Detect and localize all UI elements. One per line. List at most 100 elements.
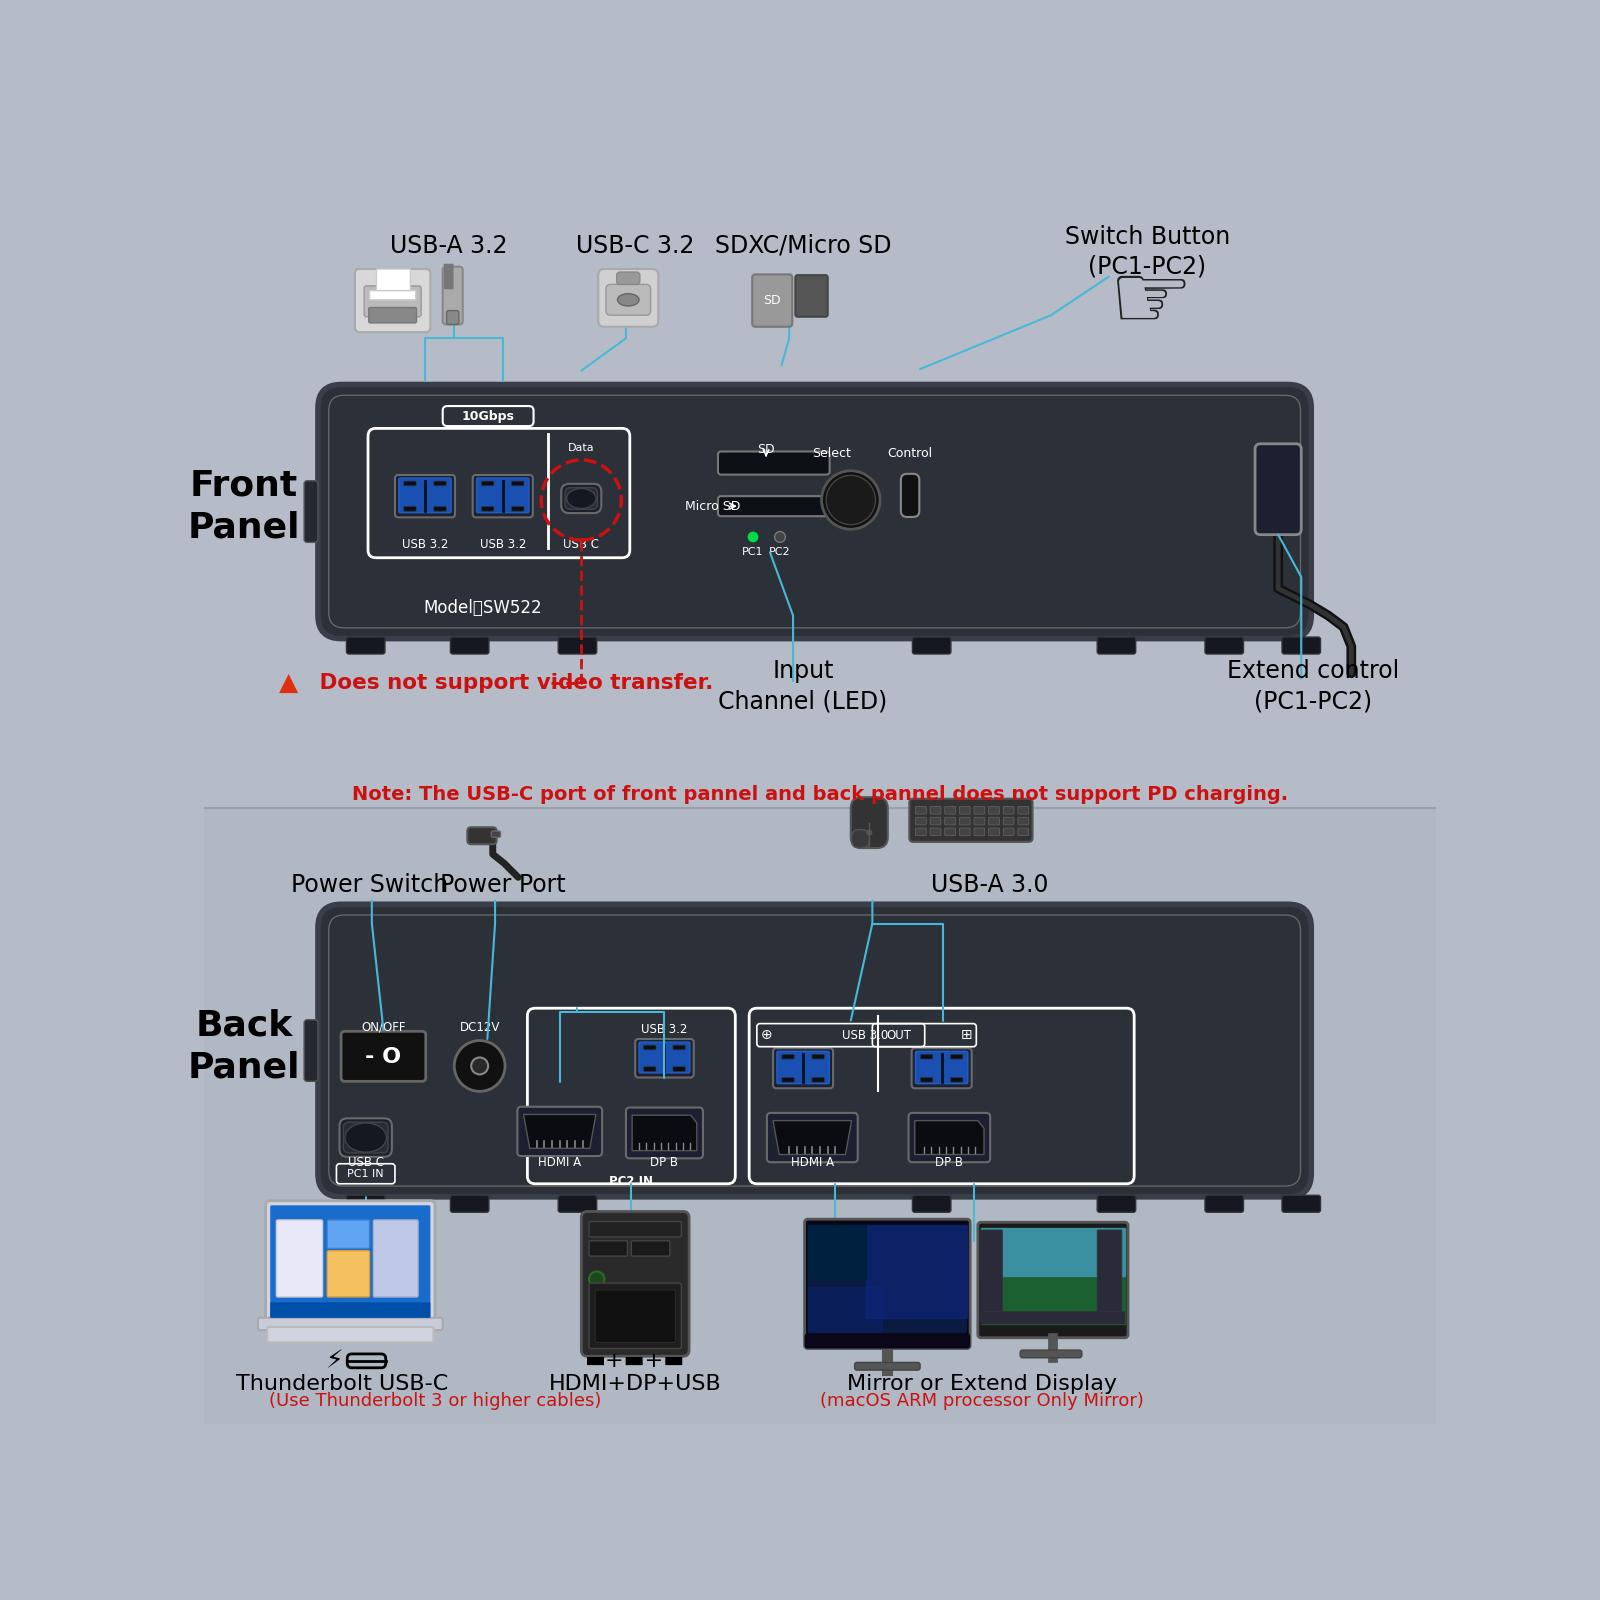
FancyBboxPatch shape: [267, 1326, 434, 1342]
FancyBboxPatch shape: [277, 1219, 323, 1298]
Ellipse shape: [346, 1123, 387, 1152]
FancyBboxPatch shape: [989, 818, 1000, 826]
FancyBboxPatch shape: [960, 829, 970, 835]
Circle shape: [454, 1040, 506, 1091]
FancyBboxPatch shape: [304, 480, 318, 542]
FancyBboxPatch shape: [1018, 829, 1029, 835]
FancyBboxPatch shape: [398, 478, 451, 512]
FancyBboxPatch shape: [920, 1054, 933, 1059]
FancyBboxPatch shape: [766, 1114, 858, 1162]
Polygon shape: [773, 1120, 851, 1155]
FancyBboxPatch shape: [909, 1114, 990, 1162]
FancyBboxPatch shape: [589, 1221, 682, 1237]
FancyBboxPatch shape: [635, 1038, 694, 1077]
FancyBboxPatch shape: [477, 478, 530, 512]
Text: Back
Panel: Back Panel: [187, 1008, 301, 1085]
FancyBboxPatch shape: [912, 1048, 971, 1088]
FancyBboxPatch shape: [373, 1219, 418, 1298]
FancyBboxPatch shape: [589, 1283, 682, 1349]
FancyBboxPatch shape: [944, 818, 955, 826]
FancyBboxPatch shape: [270, 1302, 430, 1318]
Text: Control: Control: [888, 448, 933, 461]
Text: Data: Data: [568, 443, 595, 453]
Text: DP B: DP B: [936, 1155, 963, 1168]
FancyBboxPatch shape: [1018, 818, 1029, 826]
Text: - O: - O: [365, 1048, 402, 1067]
FancyBboxPatch shape: [782, 1054, 794, 1059]
FancyBboxPatch shape: [443, 406, 533, 426]
Ellipse shape: [618, 294, 638, 306]
FancyBboxPatch shape: [581, 1211, 690, 1357]
FancyBboxPatch shape: [266, 1200, 435, 1322]
FancyBboxPatch shape: [854, 1363, 920, 1370]
FancyBboxPatch shape: [778, 1051, 829, 1083]
FancyBboxPatch shape: [851, 829, 869, 848]
FancyBboxPatch shape: [1098, 1195, 1136, 1213]
FancyBboxPatch shape: [960, 806, 970, 814]
FancyBboxPatch shape: [643, 1045, 656, 1050]
FancyBboxPatch shape: [773, 1048, 834, 1088]
FancyBboxPatch shape: [795, 275, 827, 317]
FancyBboxPatch shape: [632, 1240, 670, 1256]
FancyBboxPatch shape: [643, 1067, 656, 1072]
Polygon shape: [915, 1120, 984, 1155]
FancyBboxPatch shape: [1003, 806, 1014, 814]
Circle shape: [866, 829, 872, 835]
Text: ON/OFF: ON/OFF: [362, 1021, 406, 1034]
Text: Mirror or Extend Display: Mirror or Extend Display: [846, 1374, 1117, 1394]
FancyBboxPatch shape: [365, 286, 421, 317]
Text: Power Port: Power Port: [440, 874, 566, 898]
FancyBboxPatch shape: [326, 1251, 370, 1298]
FancyBboxPatch shape: [974, 829, 984, 835]
FancyBboxPatch shape: [782, 1077, 794, 1082]
Text: SDXC/Micro SD: SDXC/Micro SD: [715, 234, 891, 258]
FancyBboxPatch shape: [341, 1032, 426, 1082]
FancyBboxPatch shape: [403, 482, 416, 486]
FancyBboxPatch shape: [950, 1054, 963, 1059]
FancyBboxPatch shape: [517, 1107, 602, 1157]
FancyBboxPatch shape: [344, 1122, 389, 1154]
Bar: [205, 192, 1437, 808]
Text: USB-A 3.0: USB-A 3.0: [931, 874, 1048, 898]
Text: ⊕: ⊕: [760, 1029, 771, 1042]
FancyBboxPatch shape: [355, 269, 430, 333]
Text: ⚡: ⚡: [326, 1349, 344, 1373]
Text: SD: SD: [763, 294, 781, 307]
FancyBboxPatch shape: [347, 637, 386, 654]
FancyBboxPatch shape: [512, 482, 523, 486]
Text: ▲: ▲: [278, 672, 298, 696]
Circle shape: [747, 531, 758, 542]
FancyBboxPatch shape: [1021, 1350, 1082, 1358]
FancyBboxPatch shape: [370, 291, 416, 299]
FancyBboxPatch shape: [616, 272, 640, 285]
FancyBboxPatch shape: [446, 310, 459, 325]
Text: USB C: USB C: [347, 1155, 384, 1168]
FancyBboxPatch shape: [1098, 1230, 1122, 1322]
FancyBboxPatch shape: [989, 829, 1000, 835]
Text: USB-A 3.2: USB-A 3.2: [390, 234, 507, 258]
FancyBboxPatch shape: [718, 451, 830, 475]
FancyBboxPatch shape: [1205, 1195, 1243, 1213]
Text: Thunderbolt USB-C: Thunderbolt USB-C: [237, 1374, 448, 1394]
Text: 10Gbps: 10Gbps: [462, 410, 515, 422]
FancyBboxPatch shape: [915, 829, 926, 835]
FancyBboxPatch shape: [304, 1019, 318, 1082]
FancyBboxPatch shape: [318, 384, 1312, 638]
Text: Front
Panel: Front Panel: [187, 469, 301, 544]
Circle shape: [821, 470, 880, 530]
FancyBboxPatch shape: [403, 507, 416, 510]
FancyBboxPatch shape: [270, 1205, 430, 1318]
FancyBboxPatch shape: [434, 507, 446, 510]
FancyBboxPatch shape: [491, 830, 501, 837]
FancyBboxPatch shape: [912, 637, 950, 654]
FancyBboxPatch shape: [978, 1222, 1128, 1338]
FancyBboxPatch shape: [258, 1318, 443, 1330]
FancyBboxPatch shape: [808, 1226, 966, 1333]
FancyBboxPatch shape: [915, 818, 926, 826]
Text: Input
Channel (LED): Input Channel (LED): [718, 659, 888, 714]
FancyBboxPatch shape: [482, 507, 494, 510]
Text: USB 3.2: USB 3.2: [402, 538, 448, 550]
FancyBboxPatch shape: [467, 827, 496, 845]
FancyBboxPatch shape: [1003, 818, 1014, 826]
FancyBboxPatch shape: [718, 496, 830, 517]
